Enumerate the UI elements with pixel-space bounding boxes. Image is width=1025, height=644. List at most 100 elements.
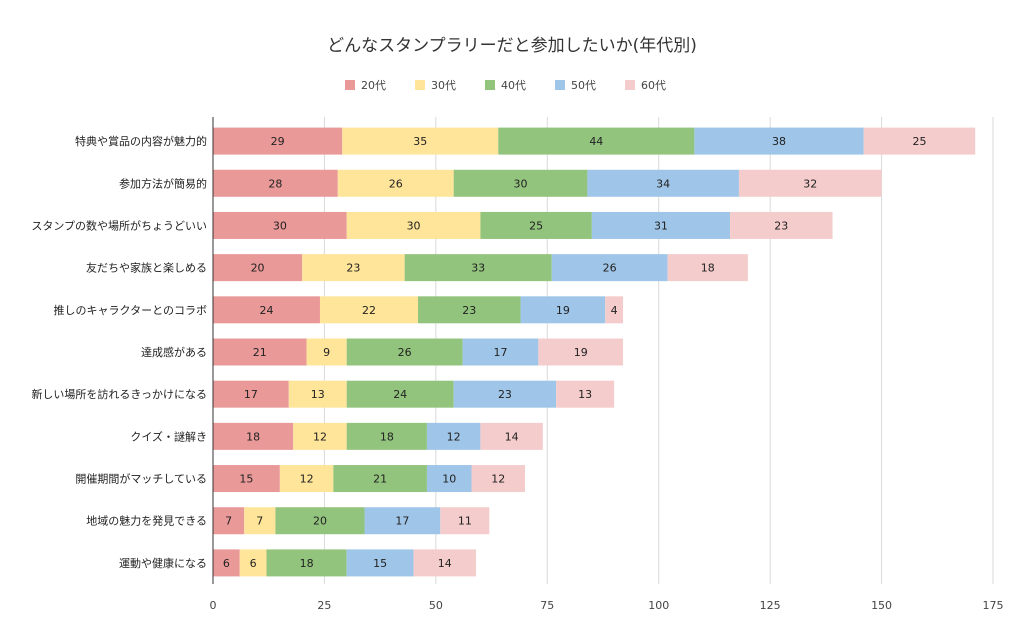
- bar-segment: [462, 338, 539, 366]
- data-label: 18: [380, 430, 394, 443]
- legend-item: 20代: [345, 79, 386, 92]
- bar-segment: [520, 296, 606, 324]
- bar-segment: [346, 338, 463, 366]
- bar-segment: [213, 169, 338, 197]
- data-label: 26: [603, 262, 617, 275]
- legend-swatch: [485, 80, 495, 90]
- bar-segment: [275, 507, 365, 535]
- bar-segment: [404, 254, 552, 282]
- bar-row: 15 12 21 10 12: [213, 465, 525, 493]
- bar-row: 28 26 30 34 32: [213, 169, 882, 197]
- bar-segment: [337, 169, 454, 197]
- bar-segment: [346, 211, 481, 239]
- bar-row: 30 30 25 31 23: [213, 211, 833, 239]
- x-tick-label: 125: [760, 599, 781, 612]
- data-label: 11: [458, 515, 472, 528]
- category-label: 友だちや家族と楽しめる: [86, 261, 207, 275]
- bar-segment: [342, 127, 499, 155]
- bar-segment: [738, 169, 882, 197]
- category-label: 運動や健康になる: [119, 556, 207, 570]
- bar-segment: [426, 422, 481, 450]
- legend-swatch: [625, 80, 635, 90]
- data-label: 20: [313, 515, 327, 528]
- data-label: 44: [589, 135, 603, 148]
- bar-row: 17 13 24 23 13: [213, 380, 615, 408]
- data-label: 24: [393, 388, 407, 401]
- bar-segment: [605, 296, 624, 324]
- data-label: 38: [772, 135, 786, 148]
- data-label: 23: [774, 219, 788, 232]
- data-label: 15: [373, 557, 387, 570]
- legend-label: 50代: [571, 79, 596, 92]
- data-label: 18: [701, 262, 715, 275]
- data-label: 7: [225, 515, 232, 528]
- category-label: クイズ・謎解き: [130, 429, 207, 443]
- bar-segment: [244, 507, 276, 535]
- data-label: 13: [311, 388, 325, 401]
- data-label: 21: [253, 346, 267, 359]
- legend-label: 40代: [501, 79, 526, 92]
- bar-segment: [440, 507, 490, 535]
- legend-swatch: [415, 80, 425, 90]
- bar-segment: [288, 380, 347, 408]
- data-label: 30: [514, 177, 528, 190]
- bar-segment: [346, 549, 414, 577]
- data-label: 23: [346, 262, 360, 275]
- bar-segment: [498, 127, 695, 155]
- x-tick-label: 0: [210, 599, 217, 612]
- data-label: 29: [271, 135, 285, 148]
- data-label: 6: [223, 557, 230, 570]
- data-label: 12: [313, 430, 327, 443]
- data-label: 18: [300, 557, 314, 570]
- bar-segment: [213, 211, 347, 239]
- category-label: 開催期間がマッチしている: [75, 472, 207, 486]
- bar-row: 20 23 33 26 18: [213, 254, 748, 282]
- data-label: 17: [493, 346, 507, 359]
- category-label: 新しい場所を訪れるきっかけになる: [31, 387, 207, 401]
- legend-label: 30代: [431, 79, 456, 92]
- bar-row: 21 9 26 17 19: [213, 338, 624, 366]
- legend-item: 50代: [555, 79, 596, 92]
- data-label: 14: [505, 430, 519, 443]
- data-label: 13: [578, 388, 592, 401]
- data-label: 19: [556, 304, 570, 317]
- data-label: 10: [442, 473, 456, 486]
- bar-segment: [213, 254, 303, 282]
- category-label: 特典や賞品の内容が魅力的: [75, 134, 207, 148]
- bars: 29 35 44 38 25 28 26 30 34 32 30 30 25 31 23 20 23 33 26 18…: [213, 127, 976, 577]
- bar-segment: [538, 338, 624, 366]
- data-label: 34: [656, 177, 670, 190]
- bar-segment: [213, 296, 320, 324]
- data-label: 23: [498, 388, 512, 401]
- chart-title: どんなスタンプラリーだと参加したいか(年代別): [327, 36, 697, 56]
- bar-segment: [293, 422, 347, 450]
- data-label: 33: [471, 262, 485, 275]
- bar-segment: [694, 127, 864, 155]
- bar-segment: [426, 465, 472, 493]
- bar-segment: [319, 296, 419, 324]
- x-tick-label: 50: [429, 599, 443, 612]
- data-label: 24: [259, 304, 273, 317]
- data-label: 19: [574, 346, 588, 359]
- data-label: 17: [395, 515, 409, 528]
- data-label: 12: [491, 473, 505, 486]
- bar-segment: [213, 549, 240, 577]
- bar-segment: [418, 296, 521, 324]
- data-label: 23: [462, 304, 476, 317]
- legend-label: 20代: [361, 79, 386, 92]
- bar-segment: [213, 422, 294, 450]
- bar-segment: [556, 380, 615, 408]
- bar-segment: [453, 169, 588, 197]
- data-label: 30: [407, 219, 421, 232]
- data-label: 35: [413, 135, 427, 148]
- bar-segment: [213, 380, 289, 408]
- legend-item: 60代: [625, 79, 666, 92]
- legend: 20代 30代 40代 50代 60代: [345, 79, 666, 92]
- bar-segment: [730, 211, 833, 239]
- legend-label: 60代: [641, 79, 666, 92]
- bar-segment: [551, 254, 668, 282]
- data-label: 28: [268, 177, 282, 190]
- category-label: 達成感がある: [141, 345, 207, 359]
- data-label: 6: [250, 557, 257, 570]
